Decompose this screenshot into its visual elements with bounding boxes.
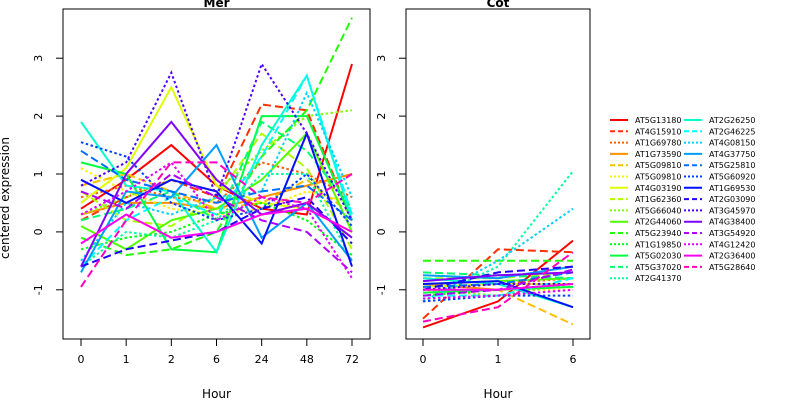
x-axis-label: Hour: [484, 387, 513, 400]
y-tick-label: 2: [32, 113, 45, 120]
series-line: [422, 265, 574, 291]
legend-label: AT1G69530: [709, 184, 755, 193]
x-tick-label: 0: [420, 353, 427, 366]
legend-label: AT2G44060: [635, 218, 681, 227]
legend-label: AT4G38400: [709, 218, 755, 227]
legend-label: AT4G15910: [635, 127, 681, 136]
series-line: [422, 248, 574, 320]
legend-label: AT2G46225: [709, 127, 755, 136]
legend-label: AT5G25810: [709, 161, 755, 170]
series-line: [80, 90, 353, 262]
x-axis-label: Hour: [202, 387, 231, 400]
series-line: [422, 288, 574, 300]
legend-label: AT5G09810: [635, 161, 681, 170]
series-line: [80, 161, 353, 288]
legend-label: AT5G37020: [635, 263, 681, 272]
panel-title: Mer: [204, 0, 230, 10]
x-tick-label: 1: [123, 353, 130, 366]
legend: AT5G13180 AT4G15910 AT1G69780 AT1G73590 AT5G…: [610, 116, 755, 283]
x-tick-label: 6: [570, 353, 577, 366]
series-line: [80, 196, 353, 268]
y-tick-label: 1: [375, 171, 388, 178]
x-tick-label: 0: [78, 353, 85, 366]
x-tick-label: 48: [300, 353, 314, 366]
panel-title: Cot: [487, 0, 510, 10]
x-tick-label: 72: [345, 353, 359, 366]
legend-label: AT4G03190: [635, 184, 681, 193]
y-tick-label: 0: [375, 228, 388, 235]
series-line: [423, 283, 574, 291]
legend-label: AT2G26250: [709, 116, 755, 125]
cot-panel: Cot 0 1 6 -1 0 1 2 3 Hour: [375, 0, 591, 400]
series-line: [422, 251, 574, 323]
y-tick-label: 3: [375, 55, 388, 62]
legend-label: AT3G45970: [709, 206, 755, 215]
legend-label: AT5G23940: [635, 229, 681, 238]
series-line: [422, 271, 574, 283]
series-line: [80, 73, 353, 268]
legend-label: AT5G28640: [709, 263, 755, 272]
y-axis-label: centered expression: [0, 137, 12, 259]
legend-label: AT1G73590: [635, 150, 681, 159]
series-line: [80, 149, 353, 222]
x-tick-label: 1: [495, 353, 502, 366]
x-tick-label: 6: [213, 353, 220, 366]
legend-label: AT2G03090: [709, 195, 755, 204]
y-tick-label: 2: [375, 113, 388, 120]
legend-label: AT1G69780: [635, 139, 681, 148]
series-line: [422, 207, 574, 303]
legend-label: AT1G19850: [635, 240, 681, 249]
legend-label: AT4G08150: [709, 139, 755, 148]
legend-label: AT2G41370: [635, 274, 681, 283]
legend-label: AT4G37750: [709, 150, 755, 159]
series-line: [80, 207, 353, 245]
series-line: [80, 141, 353, 227]
series-line: [80, 172, 353, 274]
y-tick-label: 3: [32, 55, 45, 62]
series-line: [80, 17, 353, 257]
legend-label: AT5G09810: [635, 173, 681, 182]
y-tick-label: -1: [375, 284, 388, 295]
x-tick-label: 24: [255, 353, 269, 366]
legend-label: AT2G36400: [709, 252, 755, 261]
series-line: [422, 283, 573, 291]
y-tick-label: -1: [32, 284, 45, 295]
mer-panel: Mer 0 1 2 6 24 48 72 -1 0 1 2 3 Hour: [32, 0, 371, 400]
y-tick-label: 1: [32, 171, 45, 178]
legend-label: AT5G66040: [635, 206, 681, 215]
y-tick-label: 0: [32, 228, 45, 235]
series-line: [80, 61, 353, 221]
legend-label: AT5G60920: [709, 173, 755, 182]
legend-label: AT5G13180: [635, 116, 681, 125]
legend-label: AT5G02030: [635, 252, 681, 261]
legend-label: AT4G12420: [709, 240, 755, 249]
x-tick-label: 2: [168, 353, 175, 366]
legend-label: AT1G62360: [635, 195, 681, 204]
legend-label: AT3G54920: [709, 229, 755, 238]
